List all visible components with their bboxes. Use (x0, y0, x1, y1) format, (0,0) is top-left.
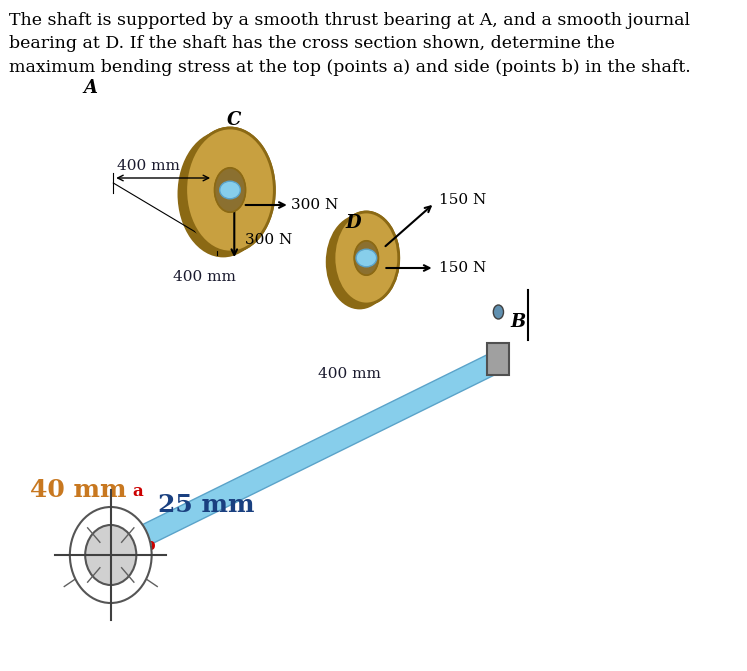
Polygon shape (103, 541, 123, 570)
Text: The shaft is supported by a smooth thrust bearing at A, and a smooth journal
bea: The shaft is supported by a smooth thrus… (8, 12, 690, 76)
Text: 300 N: 300 N (291, 198, 338, 212)
Text: 150 N: 150 N (438, 193, 486, 207)
Ellipse shape (214, 168, 245, 212)
Ellipse shape (493, 305, 503, 319)
Text: C: C (227, 111, 241, 129)
Polygon shape (101, 543, 138, 563)
Text: 40 mm: 40 mm (30, 478, 126, 502)
Text: B: B (510, 313, 526, 331)
Text: a: a (132, 484, 143, 501)
Ellipse shape (354, 241, 378, 275)
Text: 150 N: 150 N (438, 261, 486, 275)
Ellipse shape (356, 249, 376, 267)
Text: A: A (84, 79, 97, 97)
Text: D: D (346, 214, 362, 232)
Circle shape (70, 507, 152, 603)
Text: 25 mm: 25 mm (158, 493, 254, 517)
Ellipse shape (354, 241, 378, 275)
Text: 400 mm: 400 mm (173, 270, 236, 284)
Ellipse shape (179, 132, 267, 256)
Circle shape (85, 525, 136, 585)
Polygon shape (105, 349, 506, 563)
Ellipse shape (214, 168, 245, 212)
Text: 400 mm: 400 mm (117, 159, 180, 173)
Ellipse shape (220, 181, 241, 199)
Ellipse shape (186, 128, 274, 252)
Ellipse shape (327, 216, 392, 308)
Text: 400 mm: 400 mm (318, 367, 381, 381)
Text: 300 N: 300 N (245, 233, 293, 247)
Polygon shape (487, 343, 509, 375)
Ellipse shape (334, 212, 399, 304)
Ellipse shape (334, 212, 399, 304)
Ellipse shape (186, 128, 274, 252)
Text: b: b (143, 537, 155, 554)
